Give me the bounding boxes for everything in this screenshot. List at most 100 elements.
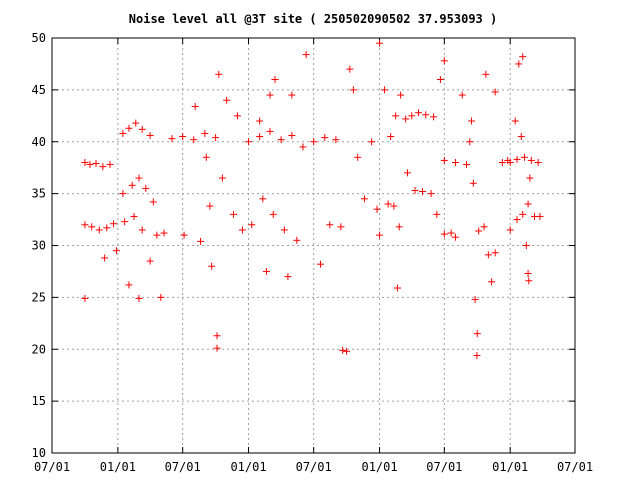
data-point (271, 76, 279, 83)
x-tick-label: 07/01 (426, 460, 462, 474)
data-point (519, 210, 527, 218)
data-point (191, 102, 199, 110)
data-point (427, 190, 435, 198)
data-point (103, 224, 111, 232)
data-point (524, 270, 532, 278)
data-point (110, 220, 118, 228)
data-point (101, 254, 109, 262)
data-point (527, 156, 535, 164)
data-point (288, 132, 296, 140)
data-point (332, 136, 340, 144)
data-point (506, 159, 514, 166)
x-tick-label: 07/01 (165, 460, 201, 474)
data-point (384, 200, 392, 208)
data-point (440, 57, 448, 65)
data-point (215, 70, 223, 78)
y-tick-label: 40 (32, 135, 46, 149)
y-tick-label: 50 (32, 31, 46, 45)
data-point (473, 351, 481, 359)
data-point (293, 236, 301, 244)
x-tick-label: 01/01 (361, 460, 397, 474)
data-point (288, 91, 296, 99)
data-point (403, 169, 411, 177)
data-point (99, 163, 107, 171)
data-point (190, 136, 198, 144)
plot-frame (51, 37, 576, 454)
data-point (138, 125, 146, 133)
data-point (310, 138, 318, 146)
data-point (326, 221, 334, 229)
data-point (86, 161, 94, 169)
data-point (482, 70, 490, 78)
data-point (536, 212, 544, 220)
data-point (349, 86, 357, 94)
data-point (280, 226, 288, 234)
axis-ticks: 10 15 20 25 30 35 40 45 50 07/01 01/01 07/01 01/01 07… (32, 31, 594, 474)
data-point (213, 344, 221, 352)
data-point (368, 138, 376, 146)
data-point (422, 111, 430, 119)
data-point (119, 190, 127, 198)
data-point (266, 91, 274, 99)
data-point (256, 133, 264, 141)
data-point (284, 273, 292, 281)
data-point (262, 267, 270, 275)
data-point (466, 138, 474, 146)
data-point (213, 332, 221, 340)
data-point (316, 260, 324, 268)
data-point (458, 91, 466, 99)
data-point (180, 231, 188, 239)
data-point (197, 237, 205, 245)
data-point (212, 134, 220, 142)
data-point (522, 242, 530, 249)
data-point (92, 160, 100, 168)
data-point (430, 113, 438, 121)
data-point (339, 346, 347, 354)
data-point (146, 257, 154, 265)
y-tick-label: 10 (32, 446, 46, 460)
data-points (81, 39, 544, 359)
data-point (223, 96, 231, 104)
data-point (498, 159, 506, 166)
data-point (157, 293, 165, 301)
data-point (511, 117, 519, 125)
y-tick-label: 15 (32, 394, 46, 408)
data-point (451, 233, 459, 241)
data-point (130, 212, 138, 220)
y-tick-label: 30 (32, 239, 46, 253)
data-point (506, 226, 514, 234)
data-point (343, 347, 351, 355)
data-point (469, 179, 477, 187)
x-tick-label: 01/01 (230, 460, 266, 474)
y-tick-label: 25 (32, 290, 46, 304)
data-point (132, 119, 140, 127)
data-point (238, 226, 246, 234)
data-point (229, 210, 237, 218)
data-point (245, 138, 253, 146)
data-point (337, 223, 345, 231)
data-point (208, 262, 216, 270)
data-point (415, 109, 423, 117)
data-point (395, 223, 403, 231)
data-point (411, 187, 419, 195)
data-point (128, 181, 136, 189)
y-tick-label: 35 (32, 187, 46, 201)
data-point (513, 216, 521, 224)
data-point (135, 294, 143, 302)
data-point (142, 184, 150, 192)
data-point (440, 230, 448, 238)
data-point (491, 88, 499, 96)
data-point (218, 174, 226, 182)
data-point (473, 330, 481, 338)
data-point (463, 161, 471, 169)
x-tick-label: 01/01 (100, 460, 136, 474)
data-point (266, 127, 274, 135)
grid-lines (52, 38, 575, 453)
data-point (149, 198, 157, 206)
data-point (153, 231, 161, 239)
data-point (408, 112, 416, 120)
data-point (299, 143, 307, 151)
data-point (106, 161, 114, 169)
x-tick-label: 07/01 (34, 460, 70, 474)
x-tick-label: 01/01 (492, 460, 528, 474)
